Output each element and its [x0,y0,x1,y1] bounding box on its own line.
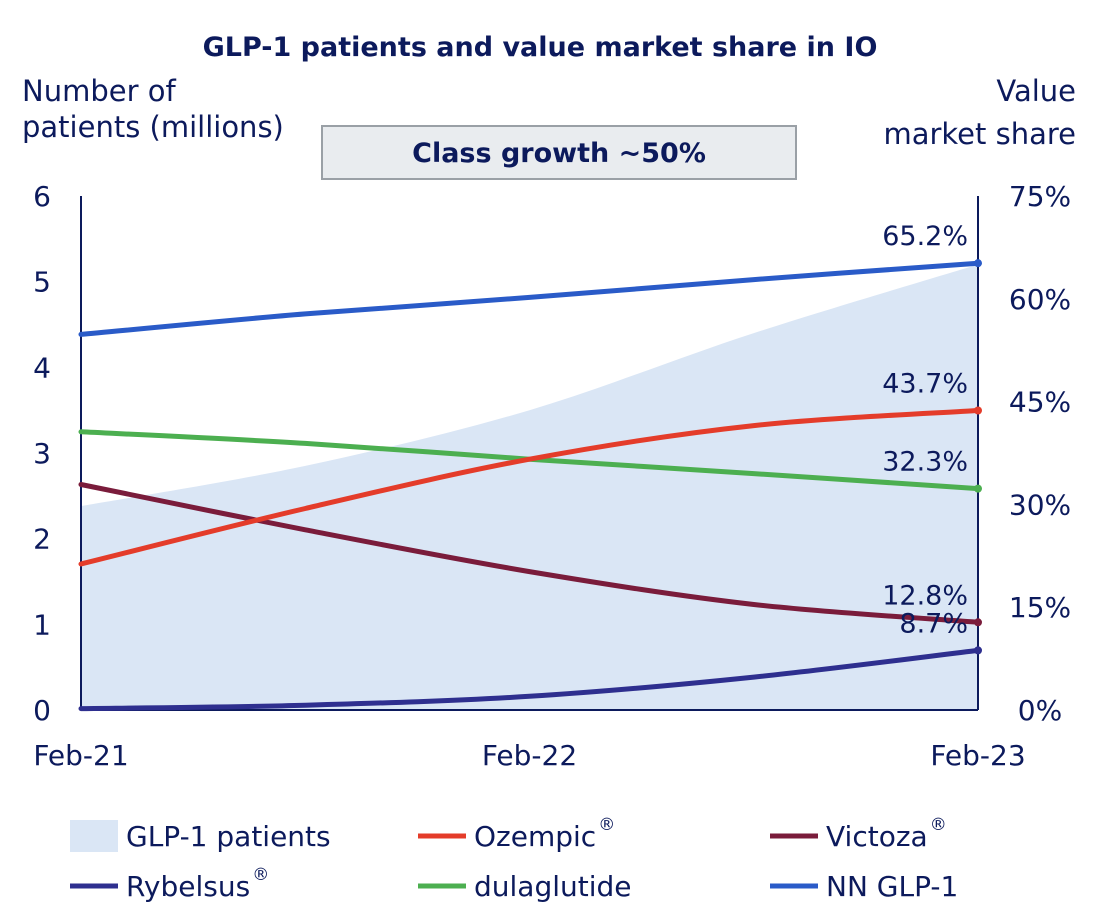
legend-sup-victoza: ® [930,815,947,835]
rybelsus-end-label: 8.7% [899,608,968,639]
nn-glp-1-end-label: 65.2% [882,221,968,252]
left-axis-title-line-2: patients (millions) [22,110,284,144]
legend-label-rybelsus: Rybelsus [126,870,250,903]
dulaglutide-end-point [974,484,982,493]
nn-glp-1-line [78,260,981,337]
glp1-patients-area [81,264,978,710]
rybelsus-line [78,647,981,712]
ozempic-end-point [974,406,982,415]
left-axis-tick-label: 2 [33,523,51,556]
class-growth-badge [321,125,797,180]
left-axis-title-line-1: Number of [22,74,176,108]
left-axis-tick-label: 6 [33,180,51,213]
left-axis-tick-label: 5 [33,266,51,299]
dulaglutide-end-label: 32.3% [882,447,968,478]
right-axis-title-line-2: market share [883,117,1076,151]
right-axis-tick-label: 60% [1009,283,1071,316]
left-axis-tick-label: 1 [33,608,51,641]
legend-label-glp-1-patients: GLP-1 patients [126,820,331,853]
legend-label-nn-glp-1: NN GLP-1 [826,870,958,903]
legend-label-victoza: Victoza [826,820,928,853]
x-axis-tick-label: Feb-22 [482,739,577,772]
left-axis-tick-label: 4 [33,351,51,384]
legend-swatch-glp-1-patients [70,820,118,852]
legend-label-ozempic: Ozempic [474,820,596,853]
nn-glp-1-end-point [974,259,982,268]
rybelsus-end-point [974,646,982,655]
right-axis-tick-label: 45% [1009,386,1071,419]
ozempic-line [78,408,981,567]
right-axis-title-line-1: Value [996,74,1076,108]
victoza-line [78,482,981,625]
left-axis-tick-label: 3 [33,437,51,470]
legend: GLP-1 patients Ozempic ® Victoza ®Rybelsus ® d… [70,815,958,903]
right-axis-tick-label: 30% [1009,488,1071,521]
x-axis-tick-label: Feb-21 [33,739,128,772]
right-axis-tick-label: 0% [1018,694,1062,727]
left-axis-tick-label: 0 [33,694,51,727]
x-axis-tick-label: Feb-23 [930,739,1025,772]
ozempic-end-label: 43.7% [882,369,968,400]
right-axis-tick-label: 75% [1009,180,1071,213]
chart-title: GLP-1 patients and value market share in… [203,32,878,63]
victoza-end-label: 12.8% [882,580,968,611]
right-axis-tick-label: 15% [1009,591,1071,624]
victoza-end-point [974,618,982,627]
legend-label-dulaglutide: dulaglutide [474,870,632,903]
legend-sup-ozempic: ® [598,815,615,835]
legend-sup-rybelsus: ® [252,865,269,885]
class-growth-badge-label: Class growth ~50% [412,138,706,169]
